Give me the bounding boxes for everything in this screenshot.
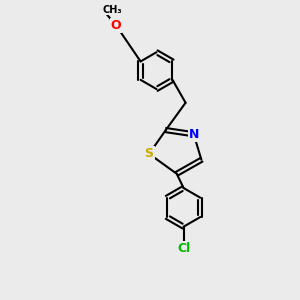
Text: S: S xyxy=(145,147,154,161)
Text: N: N xyxy=(188,128,199,141)
Text: CH₃: CH₃ xyxy=(103,5,122,15)
Text: Cl: Cl xyxy=(177,242,190,256)
Text: O: O xyxy=(111,19,121,32)
